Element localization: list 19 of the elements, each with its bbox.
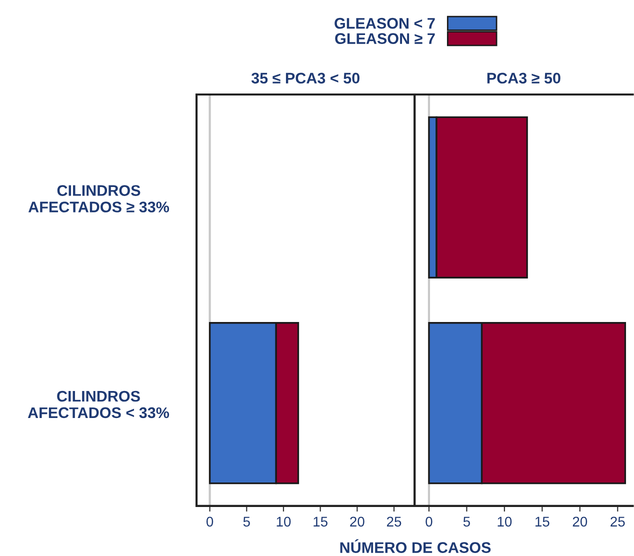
x-tick-label: 15 [314, 516, 328, 527]
x-tick-label: 10 [276, 516, 291, 527]
x-tick-label: 0 [426, 516, 432, 527]
x-tick-label: 15 [536, 516, 550, 527]
legend-label: GLEASON ≥ 7 [335, 33, 435, 44]
x-tick-label: 5 [243, 516, 250, 527]
x-tick-label: 25 [610, 516, 625, 527]
x-tick-label: 20 [350, 516, 364, 527]
legend-label: GLEASON < 7 [334, 18, 435, 29]
x-tick-label: 10 [498, 516, 512, 527]
x-tick-label: 20 [572, 516, 588, 527]
y-tick-label: CILINDROS AFECTADOS ≥ 33% [28, 185, 170, 212]
y-tick-label: CILINDROS AFECTADOS < 33% [28, 390, 170, 418]
chart-title: PCA3 ≥ 50 [487, 72, 560, 84]
x-tick-label: 0 [206, 516, 214, 527]
chart-title: 35 ≤ PCA3 < 50 [251, 72, 360, 84]
x-axis-title: NÚMERO DE CASOS [340, 539, 491, 553]
x-tick-label: 5 [463, 516, 470, 527]
x-tick-label: 25 [386, 516, 402, 527]
